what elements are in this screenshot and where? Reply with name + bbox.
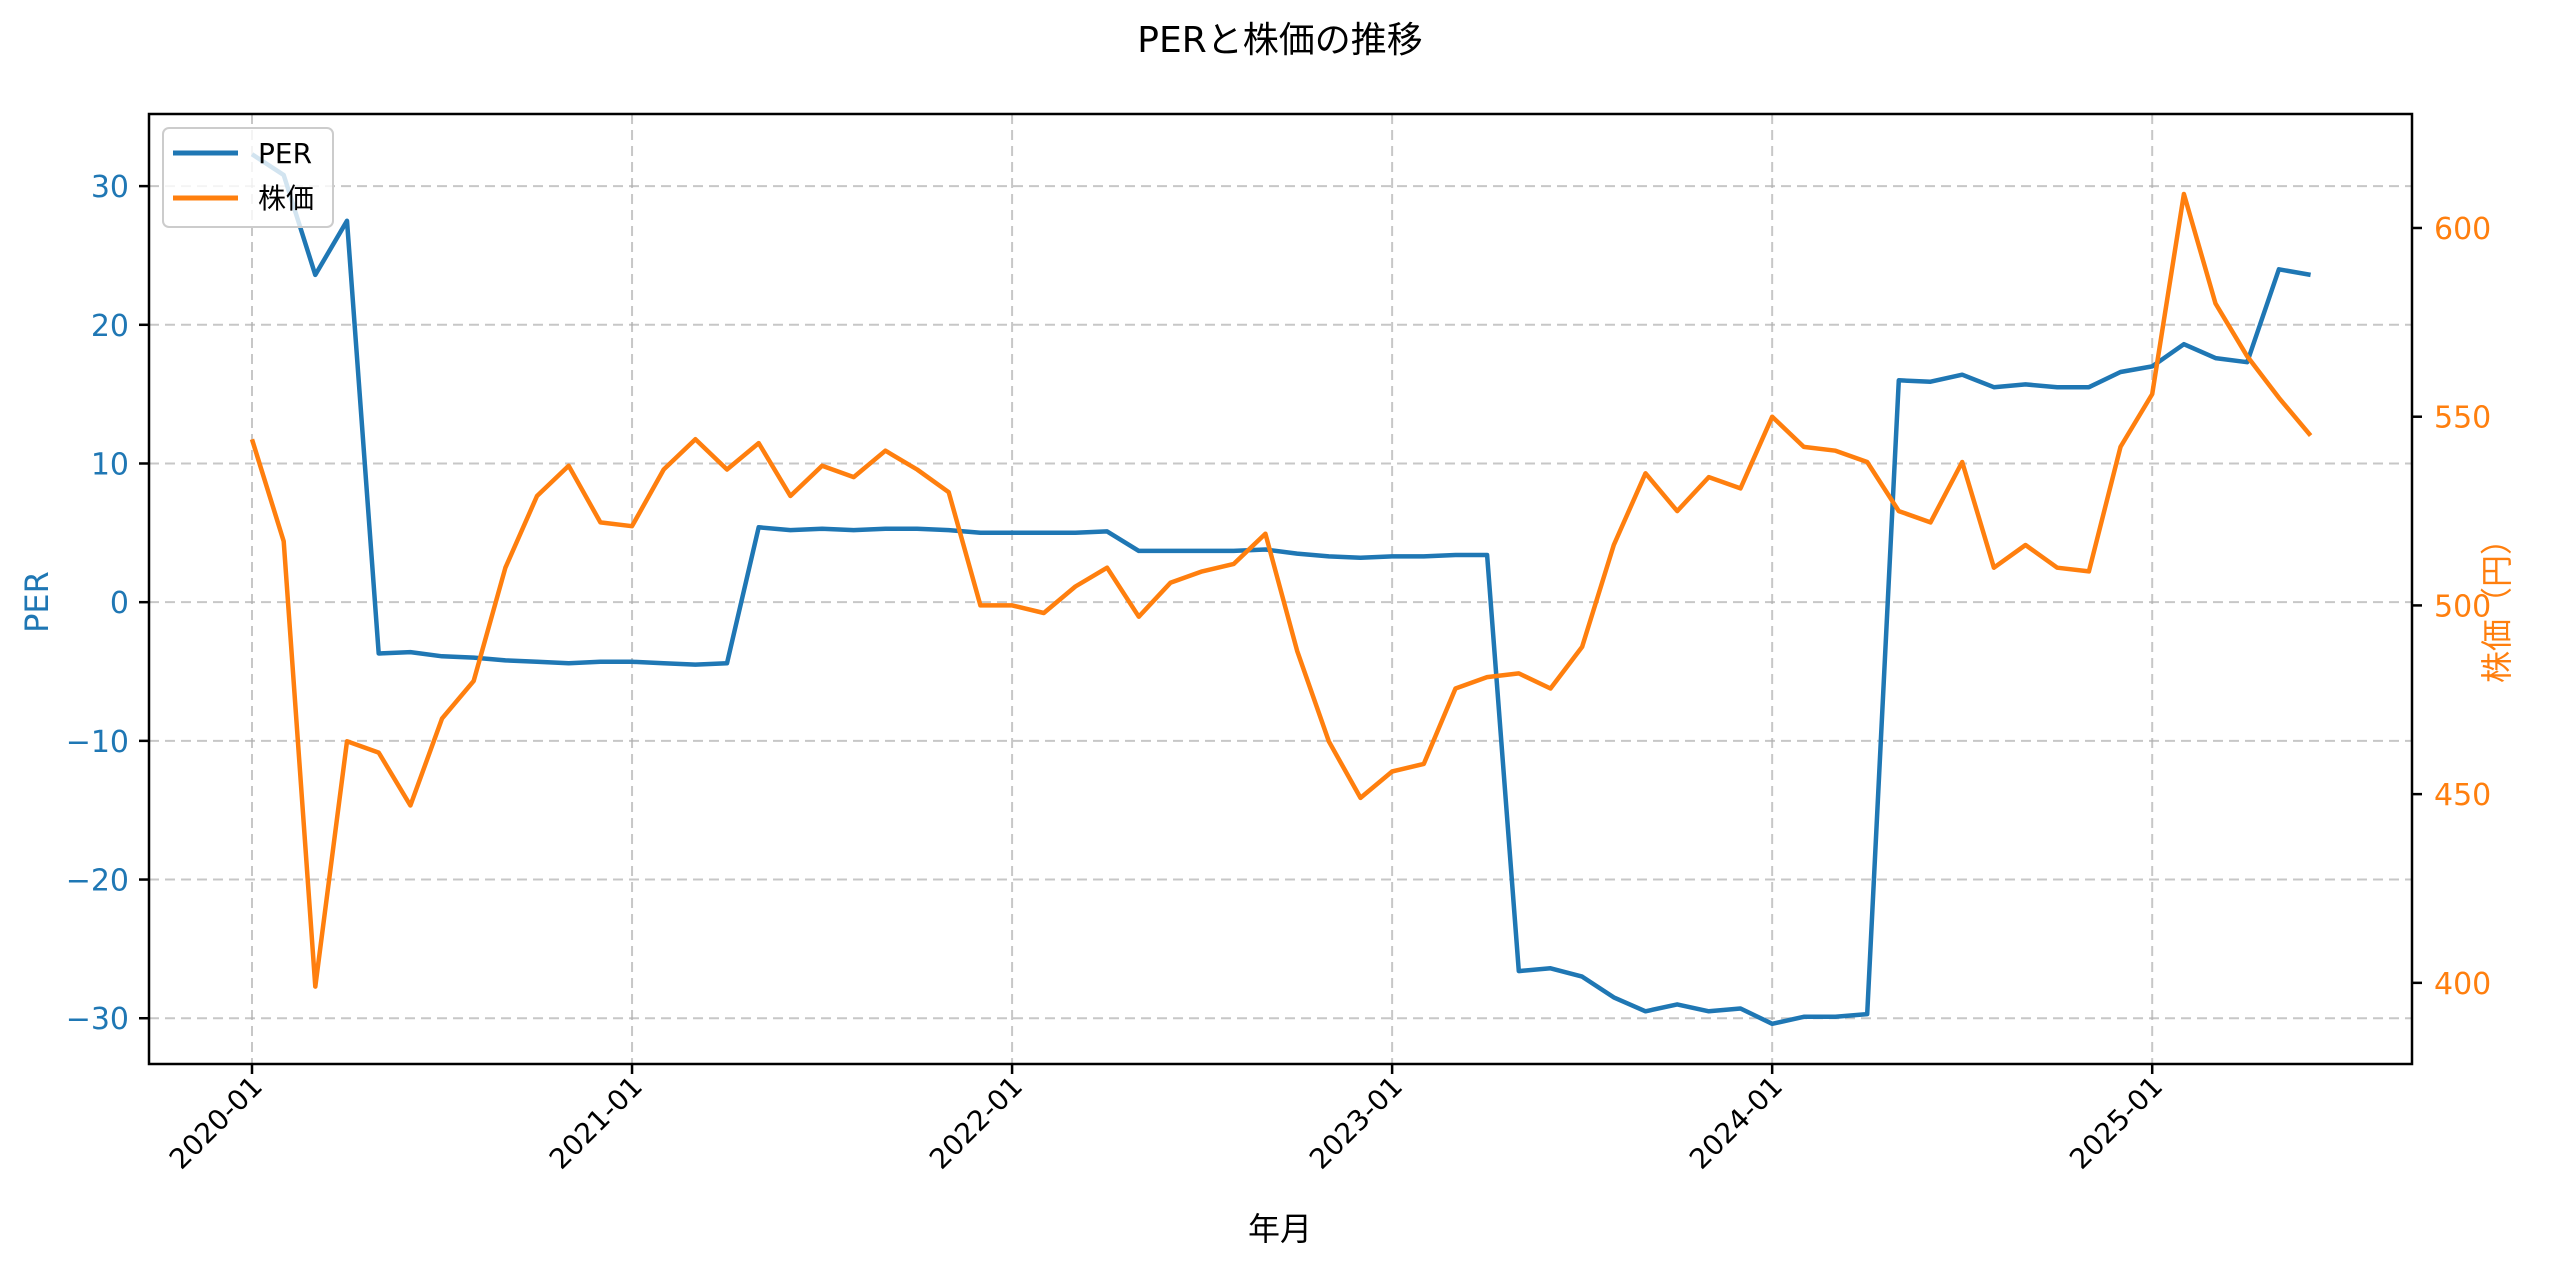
y-right-tick-label: 600 [2434, 212, 2491, 247]
y-left-tick-label: 20 [91, 309, 129, 344]
chart-title: PERと株価の推移 [1137, 20, 1422, 61]
legend: PER 株価 [162, 127, 334, 228]
x-tick-label: 2025-01 [2063, 1070, 2169, 1176]
y-left-tick-label: −20 [66, 864, 129, 899]
x-axis-label: 年月 [1248, 1210, 1312, 1248]
y-left-tick-label: 30 [91, 170, 129, 205]
y-right-tick-label: 500 [2434, 589, 2491, 624]
price-line [249, 191, 2313, 989]
y-axis-right: 600 550 500 450 400 [2412, 212, 2491, 1002]
y-left-tick-label: 0 [110, 586, 129, 621]
x-tick-label: 2020-01 [163, 1070, 269, 1176]
grid-lines [149, 114, 2412, 1064]
legend-label-per: PER [258, 137, 312, 170]
x-axis: 2020-01 2021-01 2022-01 2023-01 2024-01 2025-… [163, 1064, 2169, 1176]
y-axis-left-label: PER [18, 571, 56, 633]
y-right-tick-label: 450 [2434, 778, 2491, 813]
y-right-tick-label: 400 [2434, 967, 2491, 1002]
plot-area-frame [147, 112, 2414, 1066]
x-tick-label: 2021-01 [543, 1070, 649, 1176]
y-left-tick-label: 10 [91, 447, 129, 482]
plot-series [249, 152, 2313, 1027]
per-line [250, 152, 2311, 1027]
y-left-tick-label: −10 [66, 725, 129, 760]
legend-label-price: 株価 [258, 182, 314, 215]
x-tick-label: 2022-01 [923, 1070, 1029, 1176]
x-tick-label: 2024-01 [1683, 1070, 1789, 1176]
y-axis-right-label: 株価（円） [2478, 523, 2516, 683]
y-left-tick-label: −30 [66, 1002, 129, 1037]
y-axis-left: 30 20 10 0 −10 −20 −30 [66, 170, 149, 1037]
y-right-tick-label: 550 [2434, 401, 2491, 436]
x-tick-label: 2023-01 [1303, 1070, 1409, 1176]
